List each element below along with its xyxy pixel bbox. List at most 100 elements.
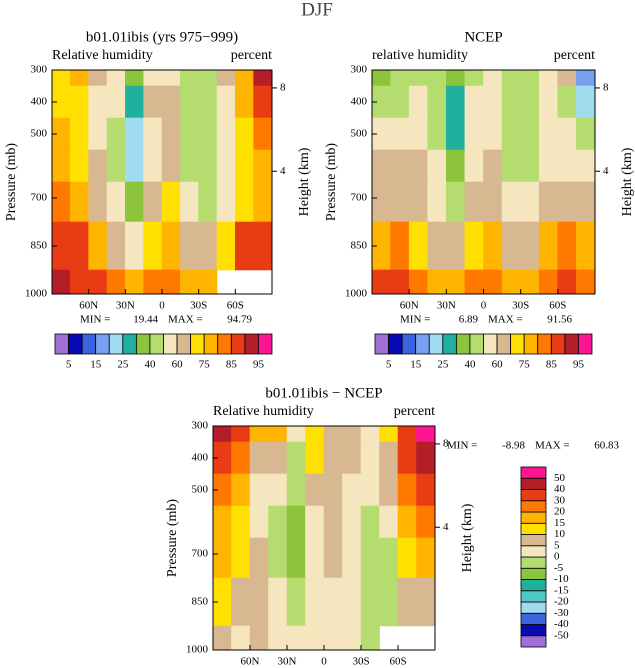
y-tick-label: 400	[351, 96, 368, 108]
field-cell	[305, 441, 325, 475]
field-cell	[231, 473, 251, 507]
colorbar-label: 10	[554, 528, 566, 540]
field-cell	[253, 149, 273, 183]
field-cell	[88, 181, 108, 223]
field-cell	[88, 221, 108, 271]
colorbar-box	[537, 333, 552, 355]
field-cell	[180, 85, 199, 119]
y-tick-label: 1000	[25, 288, 48, 300]
colorbar-box	[374, 333, 389, 355]
colorbar-label: 85	[546, 359, 558, 371]
colorbar-box	[564, 333, 579, 355]
colorbar-box	[95, 333, 110, 355]
colorbar-label: 30	[554, 494, 566, 506]
field-cell	[305, 473, 325, 507]
field-cell	[360, 425, 380, 443]
field-cell	[249, 577, 269, 627]
field-cell	[323, 425, 343, 443]
x-tick-label: 60N	[79, 300, 98, 312]
field-cell	[464, 181, 484, 223]
colorbar-box	[520, 556, 547, 569]
field-cell	[390, 85, 410, 119]
colorbar-box	[442, 333, 457, 355]
field-cell	[416, 441, 436, 475]
field-cell	[323, 625, 343, 651]
subtitle-left: relative humidity	[372, 48, 468, 63]
min-label: MIN =	[447, 440, 477, 452]
field-cell	[216, 69, 236, 87]
colorbar-box	[520, 534, 547, 547]
field-cell	[249, 425, 269, 443]
subtitle-left: Relative humidity	[213, 404, 314, 419]
colorbar-label: 5	[66, 359, 72, 371]
colorbar-box	[520, 477, 547, 490]
field-cell	[106, 117, 126, 151]
field-cell	[253, 85, 273, 119]
field-cell	[416, 473, 436, 507]
colorbar-box	[108, 333, 124, 355]
colorbar-label: 25	[437, 359, 449, 371]
y-tick-label: 500	[31, 128, 48, 140]
colorbar-box	[401, 333, 417, 355]
colorbar-label: -30	[554, 607, 569, 619]
field-cell	[446, 221, 466, 271]
y-tick-label: 500	[351, 128, 368, 140]
field-cell	[216, 85, 236, 119]
colorbar-label: -10	[554, 573, 569, 585]
field-cell	[125, 181, 144, 223]
field-cell	[397, 537, 417, 579]
colorbar-box	[483, 333, 498, 355]
max-label: MAX =	[535, 440, 570, 452]
field-cell	[180, 221, 199, 271]
field-cell	[323, 441, 343, 475]
y2-tick-label: 8	[443, 437, 449, 449]
field-cell	[125, 269, 144, 295]
field-cell	[253, 117, 273, 151]
field-cell	[520, 85, 540, 119]
field-cell	[390, 221, 410, 271]
field-cell	[161, 181, 181, 223]
field-cell	[231, 441, 251, 475]
field-cell	[342, 577, 362, 627]
field-cell	[198, 69, 218, 87]
colorbar-box	[217, 333, 232, 355]
field-cell	[427, 117, 447, 151]
field-cell	[483, 269, 503, 295]
field-cell	[143, 221, 163, 271]
colorbar-box	[520, 522, 547, 535]
colorbar-box	[520, 579, 547, 592]
colorbar-box	[520, 511, 547, 524]
x-tick-label: 30S	[190, 300, 207, 312]
field-cell	[483, 181, 503, 223]
field-cell	[408, 69, 429, 87]
contour-field	[212, 425, 436, 651]
field-cell	[216, 221, 236, 271]
field-cell	[143, 149, 163, 183]
field-cell	[235, 85, 254, 119]
field-cell	[231, 505, 251, 539]
field-cell	[576, 85, 596, 119]
field-cell	[557, 149, 577, 183]
colorbar-box	[163, 333, 178, 355]
field-cell	[106, 181, 126, 223]
field-cell	[231, 425, 251, 443]
subtitle-right: percent	[231, 48, 272, 63]
field-cell	[501, 221, 521, 271]
colorbar-box	[122, 333, 137, 355]
field-cell	[483, 221, 503, 271]
colorbar-label: -20	[554, 596, 569, 608]
field-cell	[216, 117, 236, 151]
colorbar-label: 60	[172, 359, 184, 371]
colorbar-box	[523, 333, 539, 355]
field-cell	[231, 537, 251, 579]
field-cell	[501, 69, 521, 87]
x-tick-label: 30N	[437, 300, 456, 312]
field-cell	[464, 149, 484, 183]
field-cell	[576, 69, 596, 87]
colorbar-box	[520, 466, 547, 479]
field-cell	[576, 149, 596, 183]
x-tick-label: 60S	[549, 300, 566, 312]
colorbar-label: 40	[144, 359, 156, 371]
field-cell	[286, 537, 306, 579]
colorbar-box	[68, 333, 83, 355]
